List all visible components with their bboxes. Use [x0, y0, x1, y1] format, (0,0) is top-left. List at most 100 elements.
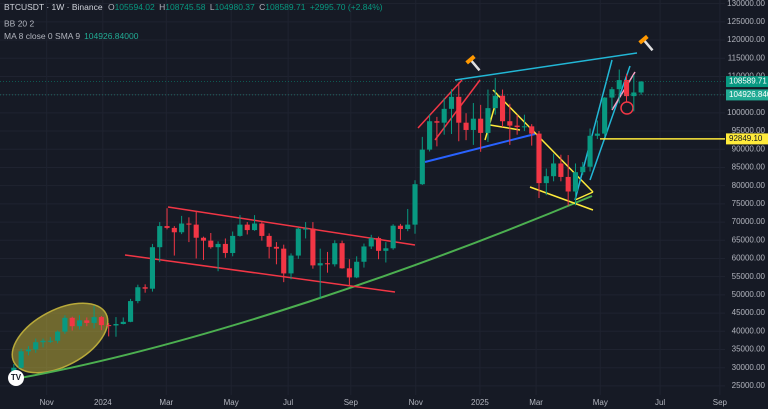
triangle-line: [529, 186, 594, 211]
y-tick-label: 130000.00: [727, 0, 765, 8]
candle-body: [128, 301, 134, 322]
indicator: BB 20 2: [4, 18, 35, 28]
ohlc-value: 104980.37: [215, 2, 255, 12]
candle-body: [434, 121, 440, 123]
candle-body: [456, 96, 462, 123]
hammer-icon: [465, 54, 481, 72]
candle-body: [536, 133, 542, 184]
y-tick-label: 35000.00: [732, 345, 766, 354]
y-tick-label: 85000.00: [732, 163, 766, 172]
candle-body: [179, 223, 185, 233]
candle-body: [499, 95, 506, 122]
candle-body: [616, 80, 622, 90]
x-tick-label: Jul: [283, 398, 293, 407]
candle-body: [514, 125, 520, 128]
candle-body: [565, 176, 571, 192]
y-tick-label: 60000.00: [732, 254, 766, 263]
y-tick-label: 40000.00: [732, 326, 766, 335]
candle-body: [47, 340, 53, 342]
y-tick-label: 80000.00: [732, 181, 766, 190]
trend-curve: [19, 195, 593, 379]
y-tick-label: 125000.00: [727, 17, 765, 26]
y-tick-label: 45000.00: [732, 308, 766, 317]
candle-body: [164, 226, 170, 228]
highlight-circle: [620, 101, 634, 115]
candle-body: [346, 268, 352, 278]
candle-body: [368, 238, 374, 247]
x-tick-label: Mar: [529, 398, 543, 407]
candle-body: [18, 351, 24, 368]
channel-line: [574, 59, 613, 201]
logo: TV: [8, 370, 24, 386]
candle-body: [375, 238, 382, 251]
key: O: [108, 2, 115, 12]
y-tick-label: 115000.00: [728, 53, 766, 62]
candle-body: [40, 340, 46, 343]
candle-body: [33, 342, 39, 350]
candle-body: [507, 121, 513, 126]
candle-body: [303, 228, 309, 230]
candle-body: [310, 228, 316, 266]
candle-body: [609, 89, 615, 98]
candle-body: [463, 122, 469, 130]
candle-body: [631, 92, 637, 97]
x-tick-label: Nov: [40, 398, 54, 407]
price-axis: [725, 0, 768, 409]
y-tick-label: 30000.00: [732, 363, 766, 372]
candle-body: [230, 235, 236, 254]
symbol: BTCUSDT · 1W · Binance: [4, 2, 103, 12]
x-tick-label: 2024: [94, 398, 112, 407]
candle-body: [485, 108, 491, 133]
candle-body: [142, 287, 148, 289]
candle-body: [354, 261, 360, 278]
ohlc-value: 108589.71: [265, 2, 305, 12]
candle-body: [208, 240, 214, 248]
channel-line: [167, 206, 416, 246]
indicator-line: MA 8 close 0 SMA 9 104926.84000: [4, 31, 139, 41]
grid: [0, 0, 725, 395]
key: C: [259, 2, 265, 12]
candle-body: [76, 320, 83, 327]
x-tick-label: Jul: [655, 398, 665, 407]
candle-body: [106, 325, 112, 327]
candle-body: [397, 225, 403, 229]
candle-body: [390, 225, 396, 249]
candle-body: [266, 235, 272, 247]
x-tick-label: May: [224, 398, 239, 407]
y-tick-label: 65000.00: [732, 235, 766, 244]
candle-body: [594, 133, 600, 136]
candle-body: [251, 223, 258, 231]
candle-body: [62, 317, 68, 332]
indicator-value: 104926.84000: [84, 31, 139, 41]
candle-body: [113, 324, 119, 326]
candle-body: [638, 81, 644, 93]
candle-body: [602, 97, 608, 134]
candle-body: [193, 224, 199, 238]
triangle-line: [574, 191, 594, 201]
candle-body: [441, 108, 447, 123]
candle-body: [361, 246, 367, 262]
candle-body: [84, 320, 90, 323]
candle-body: [171, 227, 177, 233]
support-line: [424, 133, 536, 163]
candle-body: [448, 96, 455, 109]
channel-line: [611, 71, 636, 111]
y-tick-label: 25000.00: [732, 381, 766, 390]
candle-body: [412, 184, 418, 225]
axis-labels: 25000.00 30000.00 35000.00 40000.00 45000.00…: [40, 0, 768, 407]
candle-body: [580, 166, 586, 173]
candle-body: [273, 246, 279, 249]
y-tick-label: 75000.00: [732, 199, 766, 208]
y-tick-label: 90000.00: [732, 144, 766, 153]
header: BTCUSDT · 1W · Binance O105594.02 H10874…: [4, 2, 383, 12]
candle-body: [69, 317, 75, 327]
candle-body: [529, 126, 535, 134]
y-tick-label: 50000.00: [732, 290, 766, 299]
candle-body: [149, 247, 155, 289]
candle-body: [470, 118, 476, 130]
candle-body: [427, 121, 433, 150]
candle-body: [551, 163, 557, 177]
candle-body: [478, 118, 484, 133]
candle-body: [120, 321, 126, 325]
